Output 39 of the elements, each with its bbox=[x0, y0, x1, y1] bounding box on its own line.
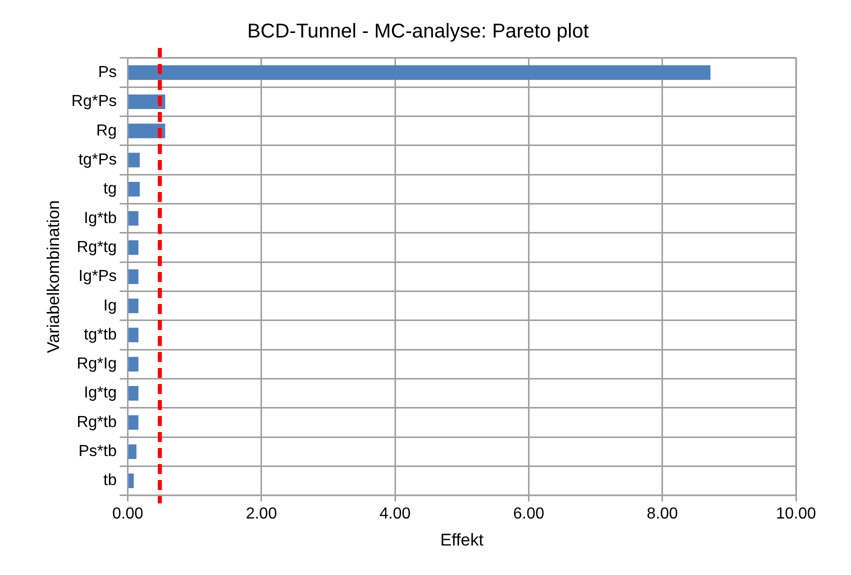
y-tick-label: Rg*Ig bbox=[76, 356, 117, 373]
y-tick-label: Rg*tg bbox=[76, 238, 117, 256]
y-tick-label: Ig bbox=[103, 297, 117, 314]
y-tick-label: Rg*tb bbox=[76, 414, 117, 431]
bar bbox=[128, 356, 138, 372]
bar bbox=[128, 415, 138, 430]
y-tick-label: Ig*Ps bbox=[78, 268, 117, 286]
bar bbox=[128, 298, 138, 314]
y-axis-title: Variabelkombination bbox=[44, 200, 63, 354]
bar bbox=[128, 474, 134, 488]
bar bbox=[128, 269, 138, 284]
bar bbox=[128, 328, 138, 342]
y-tick-label: Ig*tb bbox=[84, 210, 117, 227]
bar bbox=[128, 182, 140, 197]
bar bbox=[128, 211, 138, 226]
x-tick-label: 2.00 bbox=[246, 505, 278, 522]
y-tick-label: Ig*tg bbox=[84, 384, 117, 402]
chart-title: BCD-Tunnel - MC-analyse: Pareto plot bbox=[247, 20, 590, 43]
y-tick-label: Rg bbox=[96, 122, 117, 140]
x-tick-label: 0.00 bbox=[112, 505, 144, 522]
x-tick-label: 10.00 bbox=[776, 505, 816, 522]
bar bbox=[128, 124, 166, 138]
bar bbox=[128, 152, 140, 168]
x-tick-label: 8.00 bbox=[646, 505, 678, 522]
y-tick-label: Rg*Ps bbox=[71, 93, 117, 110]
bar bbox=[128, 444, 136, 459]
bar bbox=[128, 65, 710, 80]
x-axis-title: Effekt bbox=[440, 530, 484, 550]
bar bbox=[128, 386, 138, 401]
x-tick-label: 6.00 bbox=[513, 505, 544, 522]
y-tick-label: Ps bbox=[98, 64, 117, 81]
y-tick-label: Ps*tb bbox=[78, 443, 117, 460]
y-tick-label: tg bbox=[103, 180, 117, 198]
y-tick-label: tg*tb bbox=[84, 326, 117, 344]
y-tick-label: tg*Ps bbox=[78, 151, 117, 168]
y-tick-label: tb bbox=[103, 472, 117, 490]
x-tick-label: 4.00 bbox=[379, 505, 411, 522]
bar bbox=[128, 240, 138, 255]
bar bbox=[128, 94, 166, 110]
